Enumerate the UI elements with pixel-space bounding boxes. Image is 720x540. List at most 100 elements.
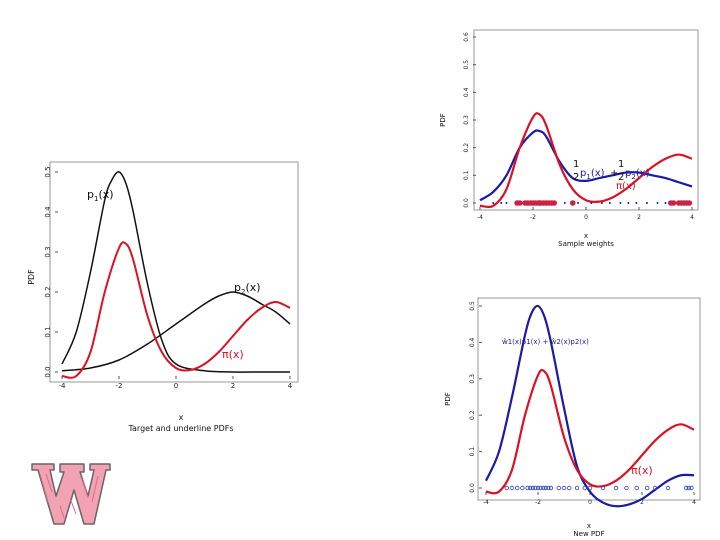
left-xlabel: x bbox=[179, 413, 184, 422]
bottom-right-sample-point bbox=[574, 485, 580, 491]
bottom-right-annotation-formula: ŵ1(x)p1(x) + ŵ2(x)p2(x) bbox=[502, 338, 589, 346]
bottom-right-sample-point bbox=[587, 485, 593, 491]
bottom-right-sample-point bbox=[515, 485, 520, 491]
bottom-right-plot-frame bbox=[477, 297, 701, 501]
bottom-right-xtick-label: 4 bbox=[692, 499, 696, 506]
bottom-right-sample-point bbox=[543, 485, 548, 491]
tr-frac-den-2: 2 bbox=[618, 172, 624, 183]
bottom-right-sample-point bbox=[525, 485, 530, 491]
top-right-annotation-pi: π(x) bbox=[616, 181, 636, 192]
left-ylabel: PDF bbox=[27, 269, 36, 285]
top-right-sample-point bbox=[551, 200, 557, 206]
top-right-plot-frame bbox=[473, 29, 699, 211]
left-title: Target and underline PDFs bbox=[127, 424, 233, 433]
left-plot-frame bbox=[49, 161, 299, 383]
left-ytick-label: 0.3 bbox=[44, 246, 52, 257]
top-right-small-sample-point bbox=[600, 202, 603, 204]
top-right-xtick-label: 0 bbox=[584, 214, 588, 221]
top-right-chart: PDF x Sample weights -4 -2 0 2 4 0.0 0.1 0.2 0.3… bbox=[439, 29, 699, 248]
bottom-right-sample-point bbox=[634, 485, 639, 491]
bottom-right-sample-point bbox=[600, 485, 606, 491]
left-xtick-label: 0 bbox=[174, 382, 178, 390]
bottom-right-sample-point bbox=[567, 485, 572, 491]
left-series-1-line bbox=[61, 291, 291, 372]
top-right-sample-point bbox=[569, 200, 576, 206]
top-right-ytick-label: 0.1 bbox=[463, 170, 470, 180]
bottom-right-sample-point bbox=[689, 485, 694, 491]
bottom-right-series-0-line bbox=[484, 304, 695, 508]
left-ytick-label: 0.0 bbox=[44, 366, 52, 377]
left-series-0-line bbox=[61, 171, 290, 373]
bottom-right-xtick-label: -2 bbox=[535, 499, 541, 506]
left-xtick-label: 2 bbox=[231, 382, 235, 390]
bottom-right-ylabel: PDF bbox=[444, 392, 452, 406]
w-logo-hatching bbox=[39, 473, 99, 519]
top-right-ylabel: PDF bbox=[439, 113, 447, 127]
bottom-right-sample-point bbox=[520, 485, 525, 491]
bottom-right-sample-point bbox=[546, 485, 551, 491]
w-logo-shape bbox=[31, 463, 111, 525]
tr-plus: + bbox=[610, 168, 618, 179]
left-xtick-label: -4 bbox=[59, 382, 67, 390]
bottom-right-ytick-label: 0.2 bbox=[469, 410, 476, 420]
bottom-right-sample-point bbox=[624, 485, 629, 491]
top-right-xtick-label: 2 bbox=[637, 214, 641, 221]
bottom-right-sample-point bbox=[645, 485, 650, 491]
top-right-xtick-label: -2 bbox=[530, 214, 536, 221]
top-right-small-sample-point bbox=[505, 202, 508, 204]
tr-frac-num-1: 1 bbox=[573, 159, 579, 170]
left-ytick-label: 0.2 bbox=[44, 286, 52, 297]
bottom-right-xtick-label: -4 bbox=[483, 499, 489, 506]
bottom-right-sample-point bbox=[504, 485, 509, 491]
bottom-right-ytick-label: 0.4 bbox=[469, 337, 476, 347]
top-right-ytick-label: 0.6 bbox=[463, 32, 470, 42]
top-right-ytick-label: 0.2 bbox=[463, 143, 470, 153]
bottom-right-annotation-pi: π(x) bbox=[631, 464, 653, 477]
top-right-ytick-label: 0.5 bbox=[463, 60, 470, 70]
top-right-sample-point bbox=[686, 200, 693, 206]
top-right-series-0-line bbox=[479, 129, 693, 202]
bottom-right-xtick-label: 2 bbox=[640, 499, 644, 506]
bottom-right-sample-point bbox=[684, 485, 689, 491]
tr-frac-den-1: 2 bbox=[573, 172, 579, 183]
left-ytick-label: 0.4 bbox=[44, 206, 52, 218]
bottom-right-ytick-label: 0.0 bbox=[469, 483, 476, 493]
bottom-right-sample-point bbox=[535, 485, 541, 491]
bottom-right-sample-point bbox=[652, 485, 658, 491]
left-xtick-label: -2 bbox=[116, 382, 123, 390]
bottom-right-sample-point bbox=[509, 485, 515, 491]
left-chart: PDF x Target and underline PDFs -4 -2 0 2 4 0… bbox=[27, 161, 299, 433]
tr-p1: p1(x) bbox=[580, 168, 605, 181]
left-annotation-pi: π(x) bbox=[222, 348, 244, 361]
top-right-series-1-line bbox=[479, 112, 693, 209]
tr-frac-num-2: 1 bbox=[618, 159, 624, 170]
top-right-title: Sample weights bbox=[558, 240, 614, 248]
bottom-right-series-1-line bbox=[485, 368, 695, 495]
bottom-right-sample-point bbox=[541, 485, 546, 491]
bottom-right-ytick-label: 0.1 bbox=[469, 447, 476, 457]
top-right-sample-point bbox=[670, 200, 677, 206]
top-right-small-sample-point bbox=[563, 202, 566, 204]
top-right-sample-point bbox=[516, 200, 523, 206]
top-right-small-sample-point bbox=[619, 202, 622, 204]
bottom-right-sample-point bbox=[548, 485, 554, 491]
bottom-right-sample-point bbox=[533, 485, 538, 491]
left-annotation-p2: p2(x) bbox=[234, 281, 261, 296]
top-right-ytick-label: 0.4 bbox=[463, 87, 470, 97]
top-right-xtick-label: -4 bbox=[477, 214, 483, 221]
top-right-annotation-mixture: 1 2 p1(x) + 1 2 p2(x) bbox=[573, 159, 650, 183]
top-right-ytick-label: 0.0 bbox=[463, 198, 470, 208]
bottom-right-ytick-label: 0.3 bbox=[469, 374, 476, 384]
top-right-small-sample-point bbox=[577, 202, 580, 204]
left-series-2-line bbox=[61, 241, 291, 379]
top-right-small-sample-point bbox=[627, 202, 630, 204]
bottom-right-xlabel: x bbox=[587, 522, 591, 530]
top-right-small-sample-point bbox=[500, 202, 503, 204]
bottom-right-sample-point bbox=[665, 485, 671, 491]
top-right-small-sample-point bbox=[608, 202, 611, 204]
bottom-right-sample-point bbox=[561, 485, 567, 491]
top-right-small-sample-point bbox=[656, 202, 659, 204]
top-right-xlabel: x bbox=[584, 232, 588, 240]
bottom-right-sample-point bbox=[613, 485, 619, 491]
